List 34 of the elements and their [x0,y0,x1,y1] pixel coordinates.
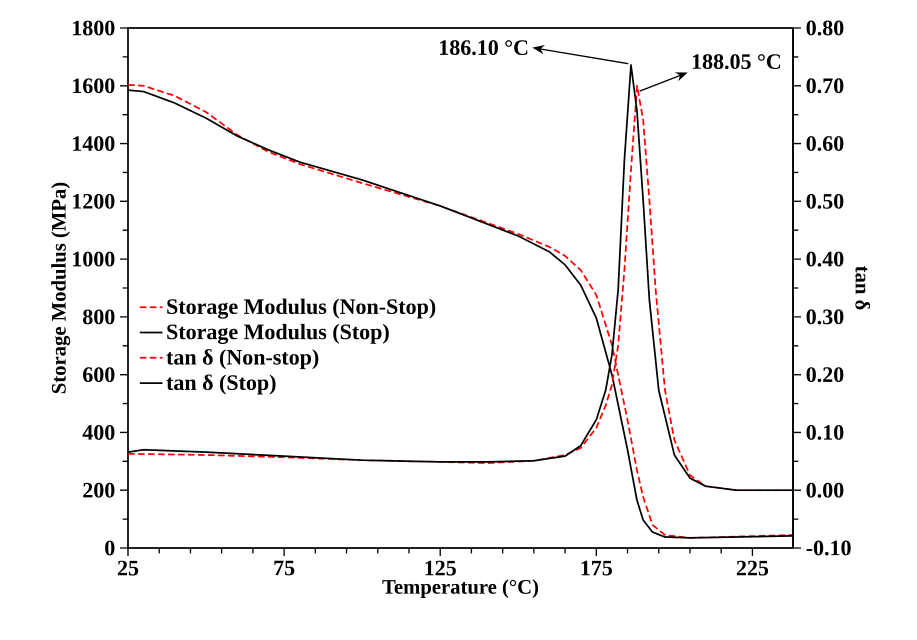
x-tick-label: 75 [274,560,294,576]
legend-label: Storage Modulus (Non-Stop) [167,298,436,319]
y-tick-label: 0 [105,540,114,556]
legend-label: Storage Modulus (Stop) [167,324,389,344]
y-axis-title: Storage Modulus (MPa) [51,182,70,394]
y2-tick-label: 0.50 [806,194,844,209]
y-tick-label: 400 [82,425,114,440]
y2-tick-label: -0.10 [806,540,851,556]
y2-tick-label: 0.70 [806,78,844,94]
y2-axis-title: tan δ [855,266,870,310]
y-tick-label: 1400 [73,136,114,151]
y2-tick-label: 0.00 [806,482,844,498]
x-tick-label: 175 [582,560,612,576]
x-tick-label: 125 [425,560,456,576]
x-axis-title: Temperature (°C) [382,579,538,598]
legend-label: tan δ (Non-stop) [166,349,318,370]
x-tick-label: 225 [736,560,768,576]
y2-tick-label: 0.40 [806,252,844,267]
y2-tick-label: 0.30 [806,309,844,324]
y2-tick-label: 0.10 [806,424,844,440]
y2-tick-label: 0.60 [806,136,844,152]
y-tick-label: 600 [83,367,114,382]
y2-tick-label: 0.20 [806,367,844,382]
y2-tick-label: 0.80 [806,20,844,36]
annotation: 186.10 °C [440,40,528,56]
y-tick-label: 1200 [73,194,114,209]
y-tick-label: 200 [83,482,114,498]
legend-label: tan δ (Stop) [166,374,276,395]
y-tick-label: 800 [83,309,114,324]
y-tick-label: 1000 [73,252,114,267]
y-tick-label: 1600 [73,78,114,94]
annotation: 188.05 °C [692,54,780,70]
x-tick-label: 25 [118,560,138,576]
y-tick-label: 1800 [73,20,114,36]
